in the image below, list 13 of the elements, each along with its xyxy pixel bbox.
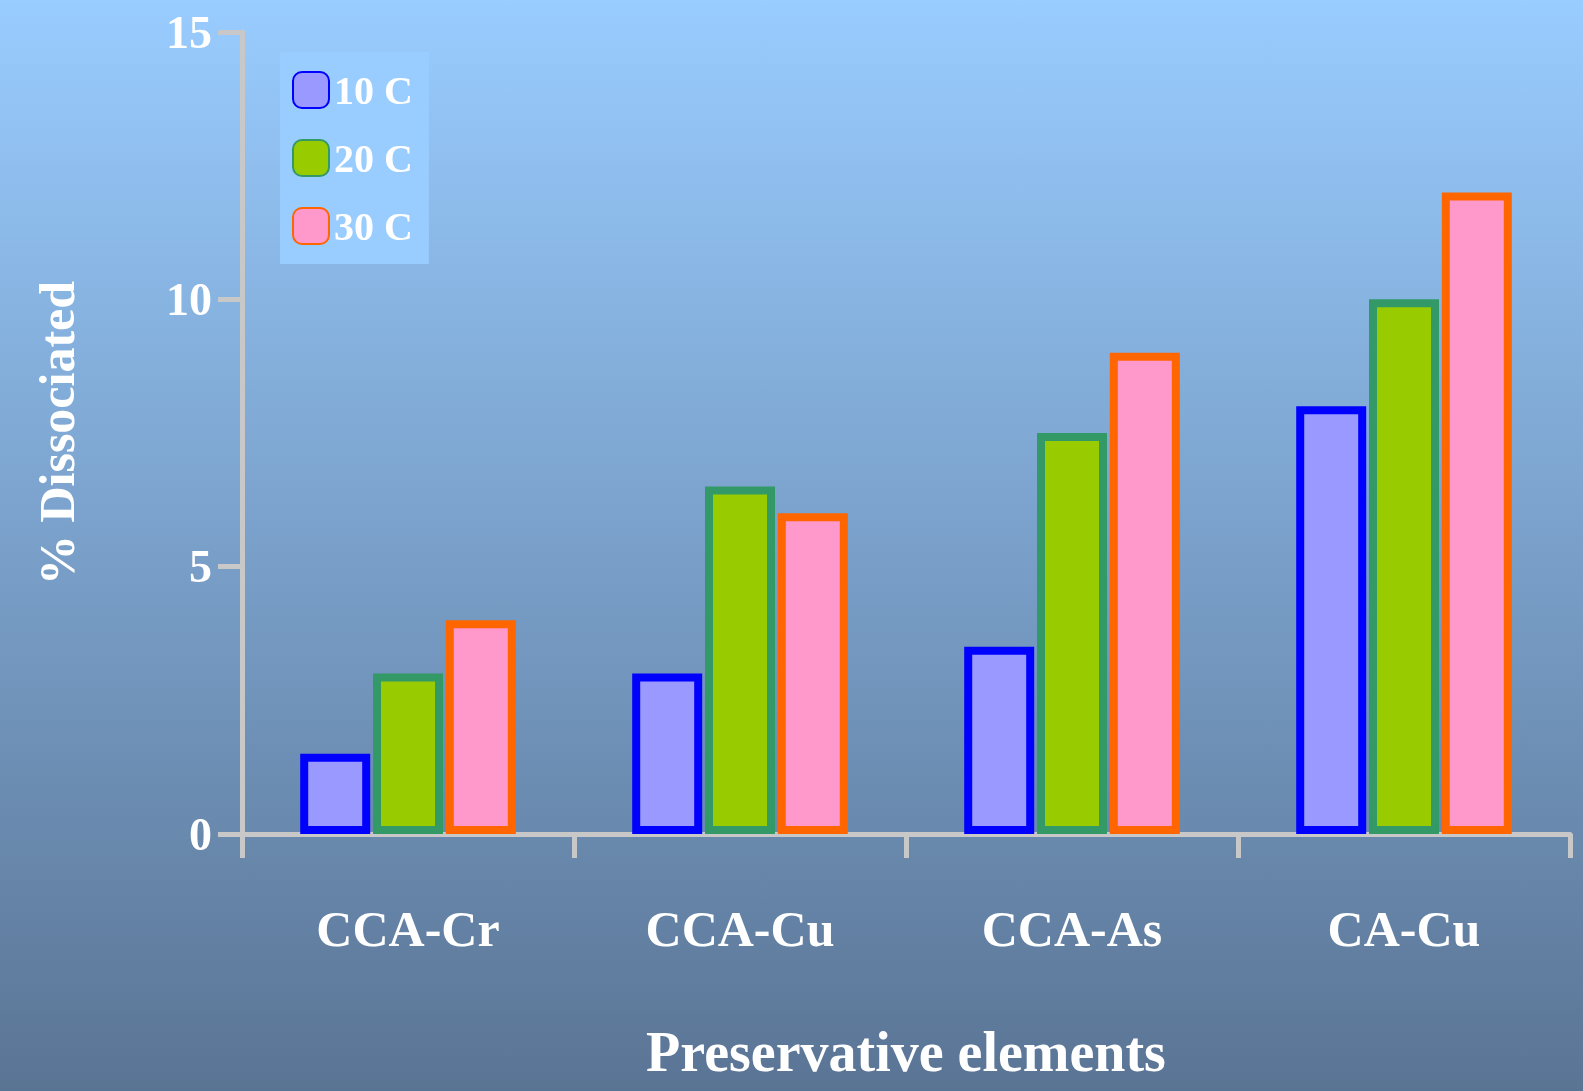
y-tick-label: 10 <box>166 273 212 325</box>
legend-label: 20 C <box>334 135 413 181</box>
y-axis-title: % Dissociated <box>29 280 85 586</box>
x-tick-label: CCA-As <box>981 901 1163 957</box>
x-tick-label: CA-Cu <box>1327 901 1481 957</box>
x-axis-title: Preservative elements <box>646 1021 1166 1083</box>
legend-label: 10 C <box>334 67 413 113</box>
x-tick-label: CCA-Cr <box>316 901 500 957</box>
legend-label: 30 C <box>334 203 413 249</box>
x-tick-label: CCA-Cu <box>645 901 835 957</box>
y-tick-label: 0 <box>189 808 212 860</box>
y-tick-label: 5 <box>189 541 212 593</box>
y-tick-label: 15 <box>166 6 212 58</box>
